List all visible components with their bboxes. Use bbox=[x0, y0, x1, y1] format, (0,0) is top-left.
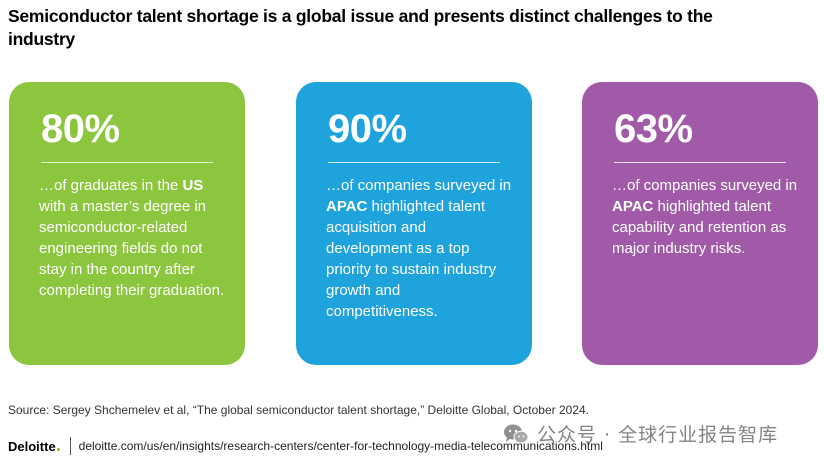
stat-description: …of graduates in the US with a master’s … bbox=[39, 177, 225, 299]
source-citation: Source: Sergey Shchemelev et al, “The gl… bbox=[8, 403, 589, 417]
highlight-apac: APAC bbox=[612, 198, 654, 215]
watermark-text: 公众号 · 全球行业报告智库 bbox=[537, 424, 779, 446]
stat-value: 90% bbox=[328, 107, 407, 151]
card-divider bbox=[41, 162, 213, 163]
watermark: 公众号 · 全球行业报告智库 bbox=[503, 420, 778, 447]
deloitte-logo: Deloitte bbox=[8, 439, 60, 454]
stat-description: …of companies surveyed in APAC highlight… bbox=[326, 177, 512, 320]
wechat-icon bbox=[503, 423, 529, 445]
page-title: Semiconductor talent shortage is a globa… bbox=[8, 6, 713, 49]
stat-card-apac-talent-acquisition: 90% …of companies surveyed in APAC highl… bbox=[296, 82, 532, 365]
stat-card-us-graduates: 80% …of graduates in the US with a maste… bbox=[9, 82, 245, 365]
logo-dot bbox=[56, 447, 60, 451]
stat-value: 80% bbox=[41, 107, 120, 151]
stat-value: 63% bbox=[614, 107, 693, 151]
footer: Deloitte deloitte.com/us/en/insights/res… bbox=[8, 436, 603, 456]
source-url-link[interactable]: deloitte.com/us/en/insights/research-cen… bbox=[78, 439, 603, 453]
highlight-apac: APAC bbox=[326, 198, 368, 215]
card-divider bbox=[614, 162, 786, 163]
highlight-us: US bbox=[182, 177, 204, 194]
card-divider bbox=[328, 162, 500, 163]
stat-description: …of companies surveyed in APAC highlight… bbox=[612, 177, 798, 257]
footer-divider bbox=[69, 437, 71, 455]
stat-card-apac-talent-retention: 63% …of companies surveyed in APAC highl… bbox=[582, 82, 818, 365]
